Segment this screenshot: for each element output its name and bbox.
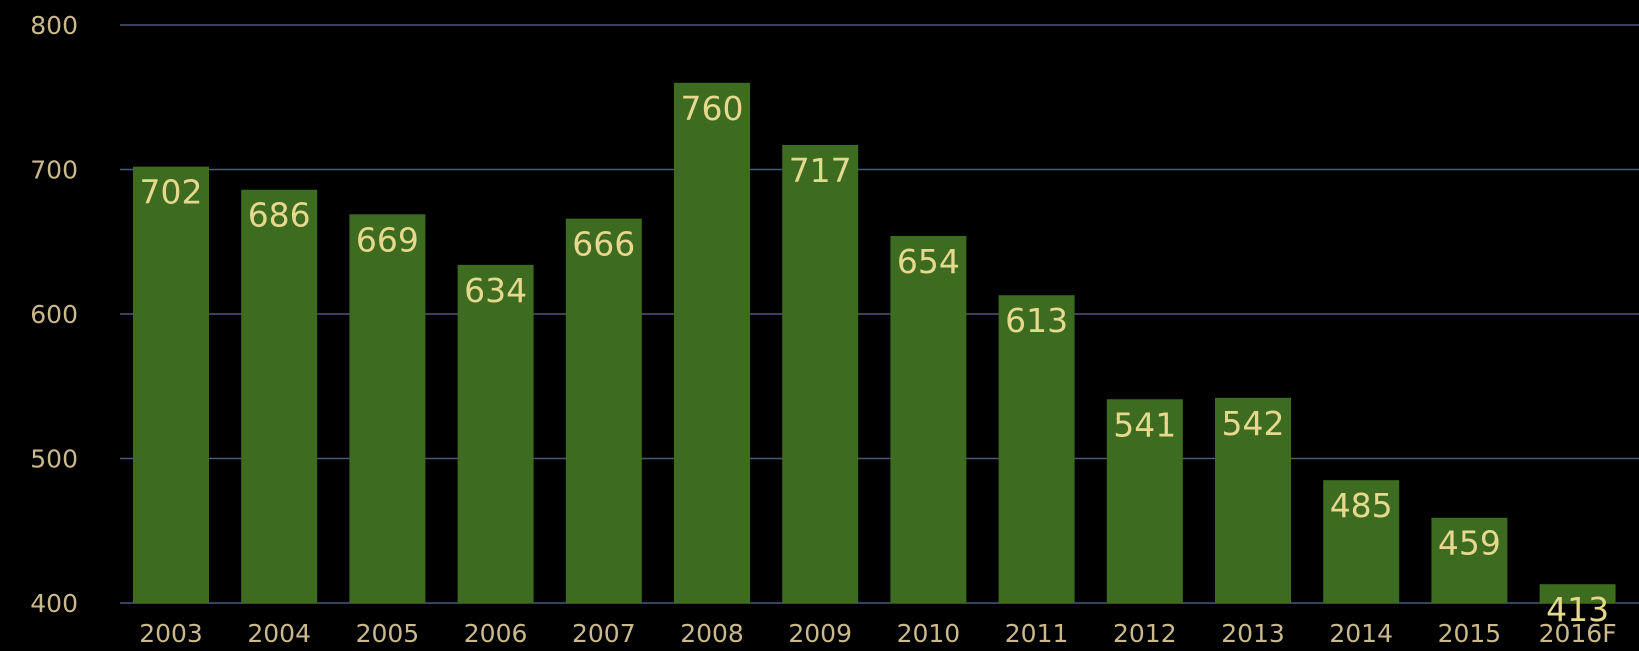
data-label: 654 xyxy=(897,242,960,281)
data-label: 485 xyxy=(1330,486,1393,525)
bar xyxy=(890,235,967,603)
y-axis-tick-labels: 400 500 600 700 800 xyxy=(30,11,78,618)
x-tick-label: 2010 xyxy=(897,619,961,648)
y-tick-label: 400 xyxy=(30,589,78,618)
x-tick-label: 2012 xyxy=(1113,619,1177,648)
bar xyxy=(1106,399,1183,603)
data-label: 613 xyxy=(1005,301,1068,340)
y-tick-label: 500 xyxy=(30,445,78,474)
data-label: 459 xyxy=(1438,524,1501,563)
data-label: 541 xyxy=(1113,405,1176,444)
data-labels: 702 686 669 634 666 760 717 654 613 541 542 485 459 4… xyxy=(140,89,1610,629)
x-tick-label: 2014 xyxy=(1329,619,1393,648)
data-label: 542 xyxy=(1222,404,1285,443)
bar xyxy=(565,218,642,603)
x-tick-label: 2004 xyxy=(247,619,311,648)
bars xyxy=(133,82,1616,604)
x-tick-label: 2006 xyxy=(464,619,528,648)
x-axis-tick-labels: 2003 2004 2005 2006 2007 2008 2009 2010 2011 2012… xyxy=(139,619,1616,648)
bar xyxy=(782,144,859,603)
bar xyxy=(998,295,1075,603)
data-label: 686 xyxy=(248,196,311,235)
x-tick-label: 2013 xyxy=(1221,619,1285,648)
x-tick-label: 2003 xyxy=(139,619,203,648)
data-label: 669 xyxy=(356,220,419,259)
bar xyxy=(133,166,209,604)
x-tick-label: 2009 xyxy=(788,619,852,648)
data-label: 717 xyxy=(789,151,852,190)
y-tick-label: 700 xyxy=(30,156,78,185)
data-label: 413 xyxy=(1546,590,1609,629)
bar xyxy=(457,264,534,603)
data-label: 666 xyxy=(572,225,635,264)
bar xyxy=(1323,480,1400,603)
gridlines xyxy=(120,24,1639,604)
data-label: 760 xyxy=(681,89,744,128)
bar xyxy=(1431,517,1508,603)
x-tick-label: 2016F xyxy=(1539,619,1617,648)
bar xyxy=(674,82,750,604)
x-tick-label: 2011 xyxy=(1005,619,1069,648)
bar xyxy=(241,189,318,604)
bar xyxy=(1539,584,1616,603)
data-label: 634 xyxy=(464,271,527,310)
bar xyxy=(1215,397,1291,603)
x-tick-label: 2005 xyxy=(356,619,420,648)
x-tick-label: 2008 xyxy=(680,619,744,648)
x-tick-label: 2015 xyxy=(1438,619,1502,648)
x-tick-label: 2007 xyxy=(572,619,636,648)
y-tick-label: 600 xyxy=(30,300,78,329)
bar xyxy=(349,214,426,604)
y-tick-label: 800 xyxy=(30,11,78,40)
data-label: 702 xyxy=(140,173,203,212)
